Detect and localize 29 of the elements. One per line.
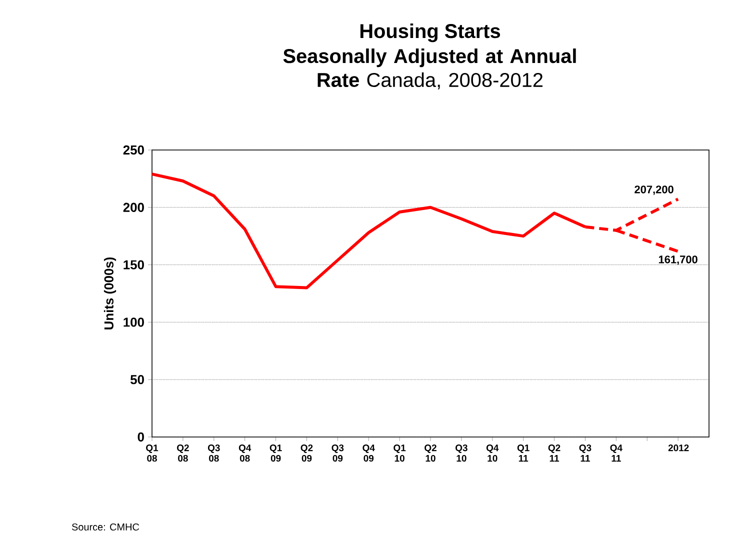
y-tick-label: 0 [138, 432, 144, 442]
x-tick-label: 2012 [668, 444, 689, 452]
source-note: Source: CMHC [72, 523, 140, 531]
x-tick-label: Q2 09 [300, 444, 313, 462]
x-tick-label: Q1 08 [146, 444, 158, 462]
x-tick-label: Q2 10 [424, 444, 436, 462]
y-tick-label: 200 [123, 202, 144, 212]
x-tick-label: Q1 11 [517, 444, 530, 462]
chart-title: Housing Starts [360, 24, 500, 42]
x-tick-label: Q3 10 [456, 444, 468, 462]
x-tick-label: Q3 08 [208, 444, 220, 462]
x-tick-label: Q2 11 [548, 444, 560, 462]
x-tick-label: Q4 11 [610, 444, 622, 462]
y-tick-label: 150 [124, 260, 144, 270]
x-tick-label: Q4 09 [362, 444, 375, 462]
chart-subtitle: Seasonally Adjusted at Annual Rate Canada, 2008-2012 [283, 48, 576, 90]
annotation: 161,700 [658, 256, 698, 265]
x-tick-label: Q1 09 [270, 444, 282, 462]
y-axis-title: Units (000s) [104, 257, 116, 330]
y-tick-label: 100 [124, 318, 144, 327]
x-tick-label: Q2 08 [177, 444, 189, 462]
annotation: 207,200 [634, 186, 674, 195]
x-tick-label: Q3 11 [579, 444, 592, 462]
x-tick-label: Q4 08 [238, 444, 252, 462]
y-tick-label: 50 [130, 374, 144, 384]
x-tick-label: Q1 10 [394, 444, 406, 462]
y-tick-label: 250 [123, 145, 144, 155]
x-tick-label: Q3 09 [332, 444, 344, 462]
x-tick-label: Q4 10 [486, 444, 499, 462]
